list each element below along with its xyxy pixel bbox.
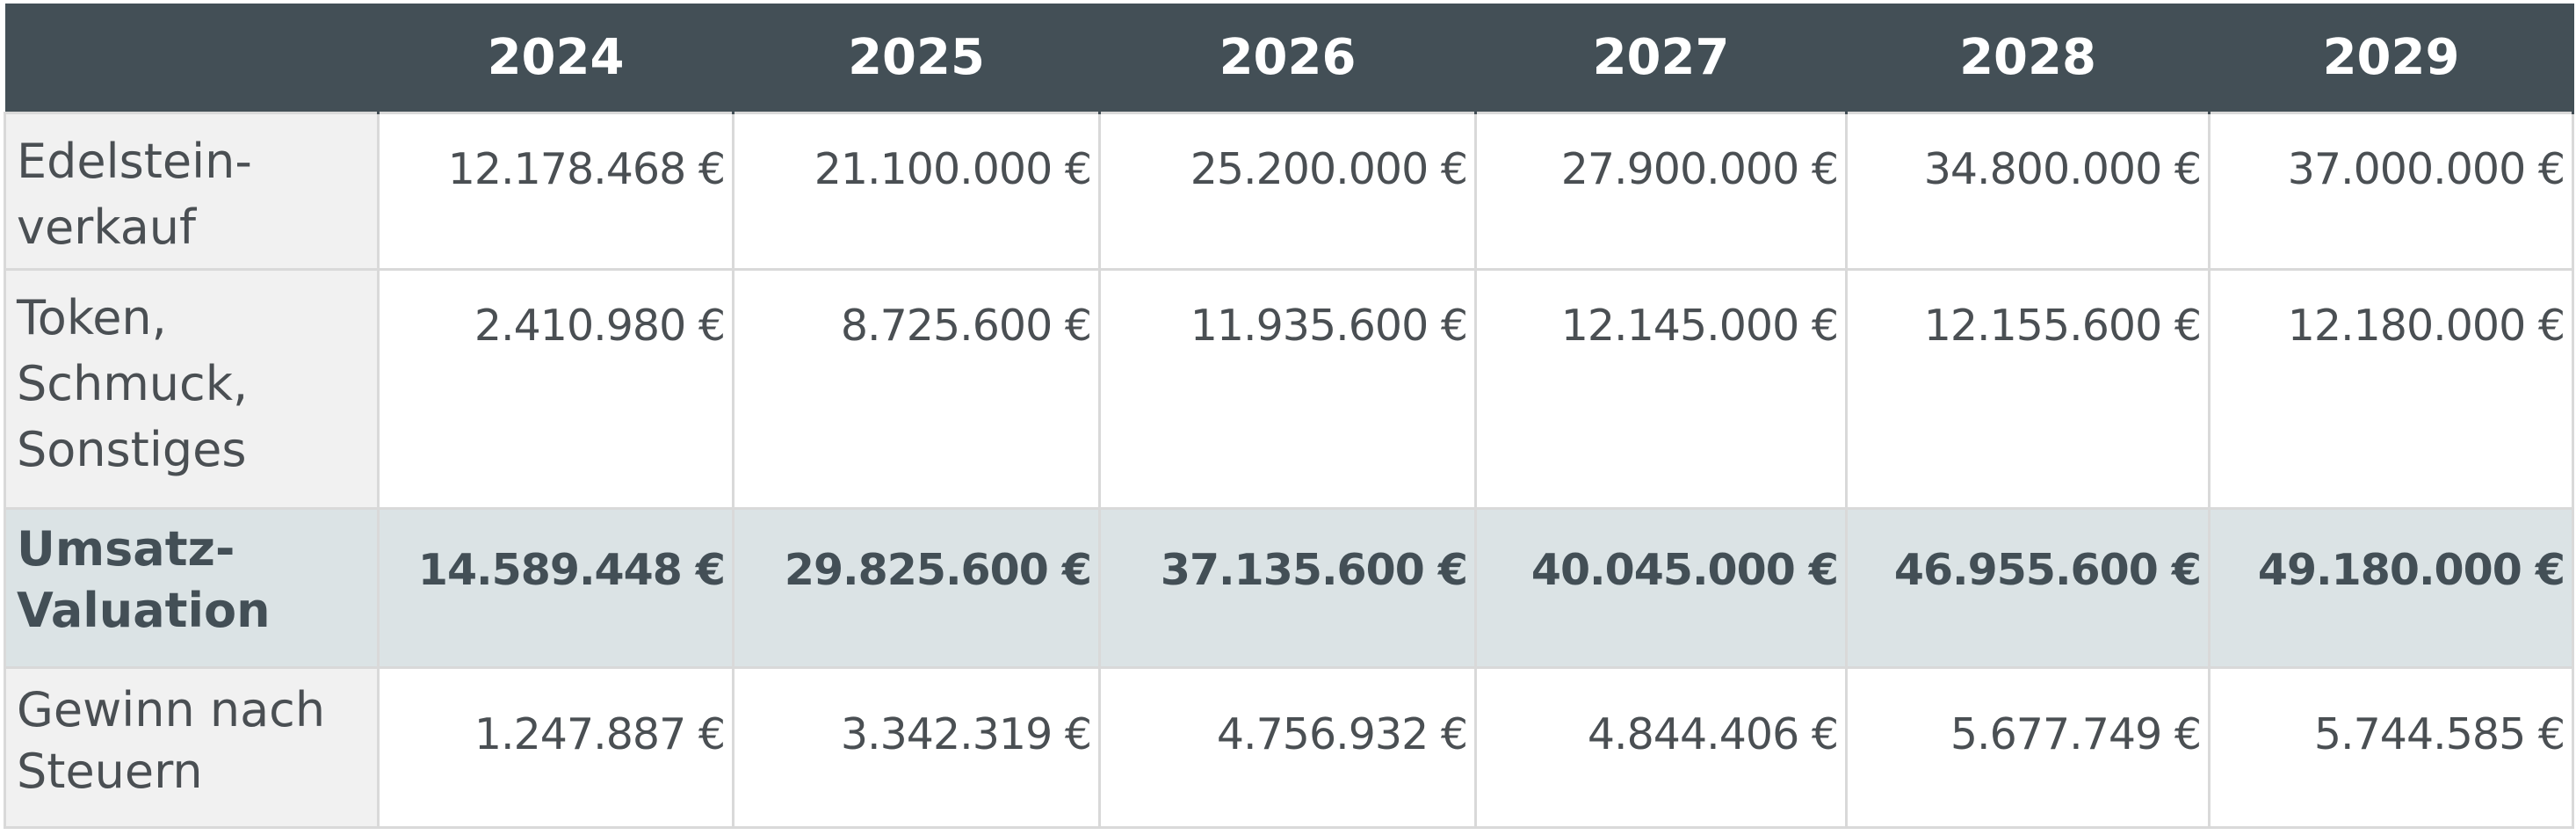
row-label: Edelstein-verkauf <box>4 111 380 271</box>
total-value-cell: 29.825.600 € <box>732 506 1101 669</box>
value-cell: 37.000.000 € <box>2208 111 2574 271</box>
value-cell: 8.725.600 € <box>732 267 1101 510</box>
value-cell: 2.410.980 € <box>377 267 734 510</box>
row-label: Token, Schmuck, Sonstiges <box>4 267 380 510</box>
total-value-cell: 37.135.600 € <box>1098 506 1477 669</box>
value-cell: 4.844.406 € <box>1474 665 1848 829</box>
value-cell: 1.247.887 € <box>377 665 734 829</box>
total-value-cell: 49.180.000 € <box>2208 506 2574 669</box>
value-cell: 12.180.000 € <box>2208 267 2574 510</box>
year-header-2024: 2024 <box>378 4 734 113</box>
value-cell: 12.178.468 € <box>377 111 734 271</box>
table-row-umsatz-valuation-total: Umsatz-Valuation 14.589.448 € 29.825.600… <box>4 506 2574 669</box>
row-label: Gewinn nach Steuern <box>4 665 380 829</box>
year-header-2025: 2025 <box>733 4 1101 113</box>
value-cell: 5.744.585 € <box>2208 665 2574 829</box>
total-value-cell: 14.589.448 € <box>377 506 734 669</box>
value-cell: 11.935.600 € <box>1098 267 1477 510</box>
table-row-gewinn-nach-steuern: Gewinn nach Steuern 1.247.887 € 3.342.31… <box>4 665 2574 829</box>
year-header-2026: 2026 <box>1099 4 1477 113</box>
value-cell: 12.155.600 € <box>1845 267 2211 510</box>
value-cell: 5.677.749 € <box>1845 665 2211 829</box>
header-corner-cell <box>4 4 380 113</box>
value-cell: 27.900.000 € <box>1474 111 1848 271</box>
year-header-2028: 2028 <box>1846 4 2211 113</box>
table-row-token-schmuck-sonstiges: Token, Schmuck, Sonstiges 2.410.980 € 8.… <box>4 267 2574 510</box>
total-value-cell: 46.955.600 € <box>1845 506 2211 669</box>
year-header-2029: 2029 <box>2209 4 2574 113</box>
table-row-edelsteinverkauf: Edelstein-verkauf 12.178.468 € 21.100.00… <box>4 111 2574 271</box>
year-header-2027: 2027 <box>1475 4 1848 113</box>
value-cell: 4.756.932 € <box>1098 665 1477 829</box>
value-cell: 34.800.000 € <box>1845 111 2211 271</box>
row-label: Umsatz-Valuation <box>4 506 380 669</box>
value-cell: 25.200.000 € <box>1098 111 1477 271</box>
header-row: 2024 2025 2026 2027 2028 2029 <box>4 4 2574 113</box>
value-cell: 12.145.000 € <box>1474 267 1848 510</box>
financial-table: 2024 2025 2026 2027 2028 2029 Edelstein-… <box>4 4 2574 829</box>
total-value-cell: 40.045.000 € <box>1474 506 1848 669</box>
value-cell: 21.100.000 € <box>732 111 1101 271</box>
value-cell: 3.342.319 € <box>732 665 1101 829</box>
